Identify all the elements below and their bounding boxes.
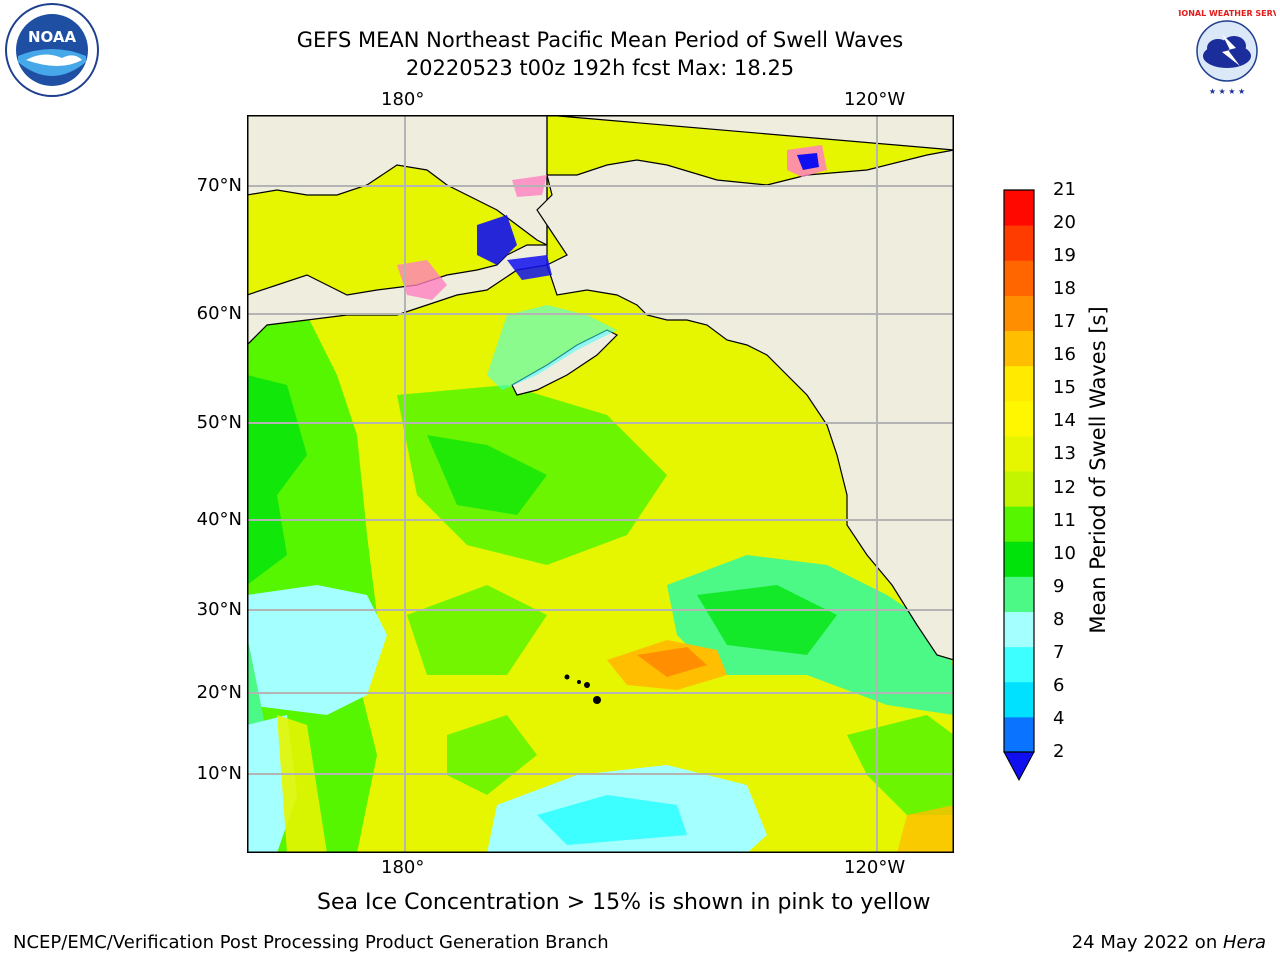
colorbar-tick-label: 4 [1053,707,1065,729]
lon-label-bottom-120w: 120°W [844,857,906,878]
colorbar-tick-label: 16 [1053,344,1076,366]
map-border [247,115,954,853]
colorbar-tick-label: 17 [1053,311,1076,333]
field-west-cyan [247,585,387,715]
colorbar-segment [1004,576,1034,612]
colorbar-tick-label: 7 [1053,641,1065,663]
colorbar-tick-label: 18 [1053,278,1076,300]
colorbar-title: Mean Period of Swell Waves [s] [1086,306,1110,634]
colorbar-tick-label: 20 [1053,212,1076,234]
map-panel [247,115,954,853]
graticule [247,115,954,853]
colorbar-tick-label: 11 [1053,509,1076,531]
map-svg [247,115,954,853]
sea-ice-caption: Sea Ice Concentration > 15% is shown in … [317,890,931,915]
colorbar [1000,185,1040,785]
footer-left: NCEP/EMC/Verification Post Processing Pr… [13,932,609,953]
lat-label-10n: 10°N [196,763,242,784]
svg-text:★ ★ ★ ★: ★ ★ ★ ★ [1209,87,1245,96]
footer-right: 24 May 2022 on Hera [1072,932,1266,953]
colorbar-segment [1004,365,1034,402]
colorbar-segment [1004,225,1034,261]
colorbar-segment [1004,681,1034,718]
nws-logo-text: NATIONAL WEATHER SERVICE [1178,9,1276,18]
colorbar-segment [1004,330,1034,367]
sea-ice-patch-1 [397,260,447,300]
colorbar-tick-label: 8 [1053,608,1065,630]
sea-ice-patch-2 [477,215,517,265]
nws-logo: NATIONAL WEATHER SERVICE ★ ★ ★ ★ [1161,4,1280,98]
land-siberia [247,115,548,246]
colorbar-tick-label: 15 [1053,377,1076,399]
colorbar-segment [1004,400,1034,437]
lat-label-40n: 40°N [196,509,242,530]
colorbar-segment [1004,611,1034,648]
colorbar-tick-label: 10 [1053,542,1076,564]
colorbar-frame [1003,189,1035,753]
colorbar-svg [1003,189,1035,782]
hawaii-island-1 [564,674,570,680]
colorbar-tick-label: 21 [1053,179,1076,200]
colorbar-tick-label: 12 [1053,476,1076,498]
colorbar-tick-label: 2 [1053,741,1065,762]
footer-host: Hera [1222,932,1266,953]
lat-label-70n: 70°N [196,175,242,196]
lon-label-top-120w: 120°W [844,89,906,110]
colorbar-segment [1004,190,1034,226]
colorbar-tick-label: 9 [1053,575,1065,597]
chart-title-line2: 20220523 t00z 192h fcst Max: 18.25 [405,56,795,80]
lat-label-30n: 30°N [196,599,242,620]
colorbar-segment [1004,646,1034,683]
colorbar-extend-arrow [1003,751,1035,782]
colorbar-segment [1004,260,1034,296]
chart-title-line1: GEFS MEAN Northeast Pacific Mean Period … [296,28,904,52]
colorbar-segment [1004,471,1034,507]
footer-date: 24 May 2022 on [1071,932,1223,953]
lon-label-bottom-180: 180° [381,857,425,878]
lat-label-50n: 50°N [196,412,242,433]
colorbar-tick-label: 19 [1053,245,1076,267]
lon-label-top-180: 180° [381,89,425,110]
colorbar-segment [1004,506,1034,542]
colorbar-tick-label: 6 [1053,674,1065,696]
lat-label-20n: 20°N [196,682,242,703]
colorbar-tick-label: 14 [1053,410,1076,432]
lat-label-60n: 60°N [196,303,242,324]
bristol-bay [487,305,617,390]
colorbar-segment [1004,295,1034,331]
noaa-logo-text: NOAA [28,28,77,46]
colorbar-segment [1004,541,1034,577]
land-north-america [536,115,954,661]
colorbar-tick-label: 13 [1053,443,1076,465]
noaa-logo: NOAA [4,2,100,98]
colorbar-segment [1004,716,1034,753]
colorbar-segment [1004,435,1034,472]
